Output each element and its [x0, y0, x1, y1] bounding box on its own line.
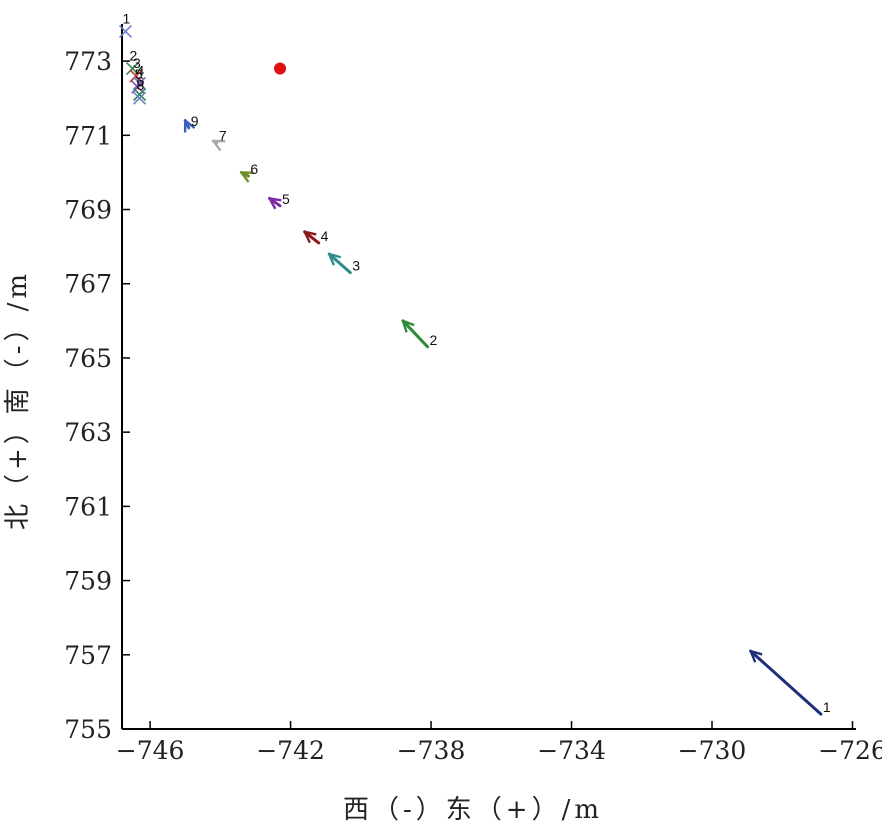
vector-label: 7: [219, 128, 227, 144]
vector-head: [212, 139, 226, 152]
y-tick-label: 755: [64, 715, 112, 744]
y-tick-label: 757: [64, 641, 112, 670]
marker-point: 4: [132, 62, 147, 90]
vector-head: [240, 171, 254, 183]
vector-arrow: 4: [303, 228, 329, 245]
vector-shaft: [327, 252, 352, 275]
y-tick-label: 767: [64, 270, 112, 299]
marker-stroke: [125, 61, 140, 76]
vector-shaft: [401, 319, 430, 349]
vector-arrow: 6: [239, 161, 258, 183]
marker-stroke: [132, 76, 147, 90]
marker-label: 3: [133, 55, 141, 71]
marker-label: 8: [137, 77, 145, 93]
vector-label: 6: [250, 161, 258, 177]
x-tick-label: −742: [256, 736, 325, 765]
marker-label: 6: [137, 74, 145, 90]
y-tick-label: 765: [64, 344, 112, 373]
vector-head: [183, 119, 196, 133]
marker-label: 5: [135, 66, 143, 82]
marker-point: 3: [129, 55, 143, 83]
y-axis-title: 北（+）南（-）/m: [3, 270, 33, 530]
vector-arrow: 2: [401, 319, 438, 349]
y-tick-label: 769: [64, 196, 112, 225]
vector-label: 5: [282, 191, 290, 207]
marker-point: 6: [132, 74, 147, 102]
vector-arrow: 1: [749, 649, 831, 716]
y-tick-label: 759: [64, 567, 112, 596]
marker-point: 2: [125, 48, 140, 76]
x-tick-label: −726: [818, 736, 882, 765]
x-tick-label: −746: [116, 736, 185, 765]
y-tick-label: 773: [64, 47, 112, 76]
marker-label: 2: [130, 48, 138, 64]
reference-point: [274, 62, 287, 75]
marker-point: 5: [131, 66, 145, 94]
marker-stroke: [129, 69, 143, 83]
vector-shaft: [749, 649, 823, 716]
marker-label: 4: [137, 62, 145, 78]
y-tick-label: 771: [64, 121, 112, 150]
marker-stroke: [131, 80, 145, 94]
x-ticks: −746 −742 −738 −734 −730 −726: [116, 721, 882, 765]
vector-head: [749, 649, 763, 663]
y-tick-label: 761: [64, 492, 112, 521]
vector-label: 1: [823, 699, 831, 715]
marker-label: 1: [123, 10, 131, 26]
vector-label: 2: [430, 332, 438, 348]
marker-point: 1: [118, 10, 133, 38]
vector-label: 9: [191, 113, 199, 129]
y-ticks: 755 757 759 761 763 765 767 769 771 773: [64, 47, 130, 744]
vector-head: [303, 230, 317, 244]
vector-label: 4: [321, 228, 329, 244]
y-tick-label: 763: [64, 418, 112, 447]
x-tick-label: −734: [537, 736, 606, 765]
marker-stroke: [132, 91, 147, 105]
vector-arrow: 3: [327, 252, 360, 275]
x-tick-label: −730: [678, 736, 747, 765]
vector-head: [328, 252, 342, 266]
vector-label: 3: [352, 258, 360, 274]
marker-point: 8: [132, 77, 147, 105]
vector-shaft: [303, 230, 321, 245]
vector-arrow: 9: [183, 113, 199, 133]
vector-arrow: 7: [211, 128, 227, 152]
x-axis-title: 西（-）东（+）/m: [343, 795, 603, 825]
vector-head: [268, 197, 282, 210]
vector-arrow: 5: [268, 191, 290, 210]
vector-head: [401, 319, 415, 333]
marker-stroke: [132, 87, 147, 102]
plot-area: −746 −742 −738 −734 −730 −726 755757759761763…: [64, 10, 882, 765]
marker-stroke: [118, 24, 133, 38]
x-tick-label: −738: [397, 736, 466, 765]
